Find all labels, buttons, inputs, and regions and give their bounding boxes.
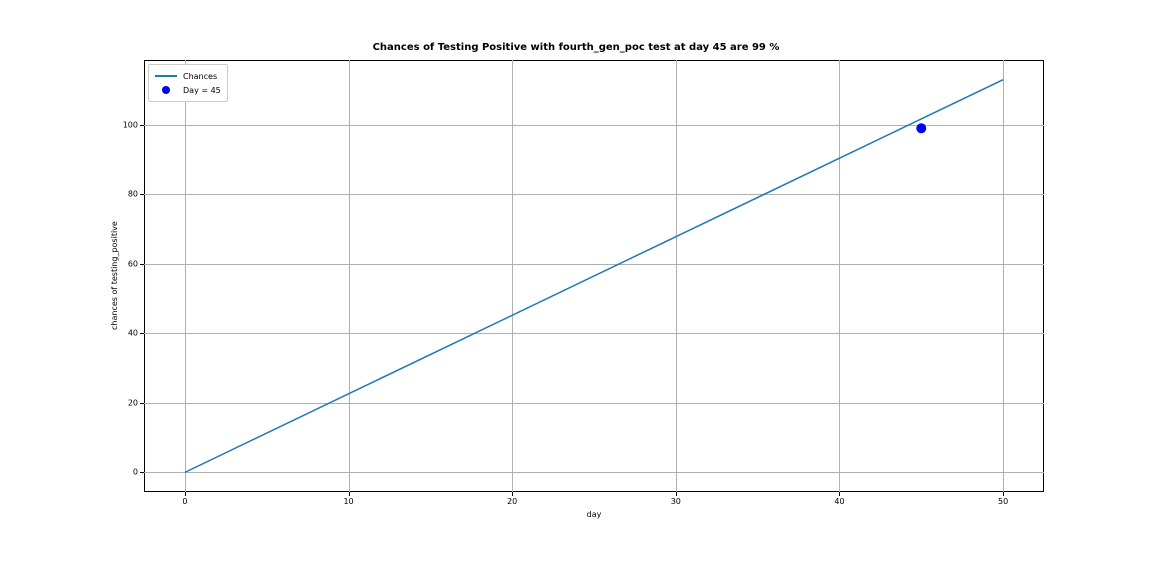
legend-label: Chances: [183, 72, 217, 81]
legend-swatch-line: [155, 75, 177, 77]
legend-item-chances: Chances: [155, 69, 221, 83]
series-line: [185, 80, 1003, 473]
legend-item-day: Day = 45: [155, 83, 221, 97]
legend-swatch-marker: [155, 85, 177, 95]
legend-label: Day = 45: [183, 86, 221, 95]
figure: Chances of Testing Positive with fourth_…: [0, 0, 1152, 576]
series-marker: [916, 123, 926, 133]
legend: Chances Day = 45: [148, 64, 228, 102]
